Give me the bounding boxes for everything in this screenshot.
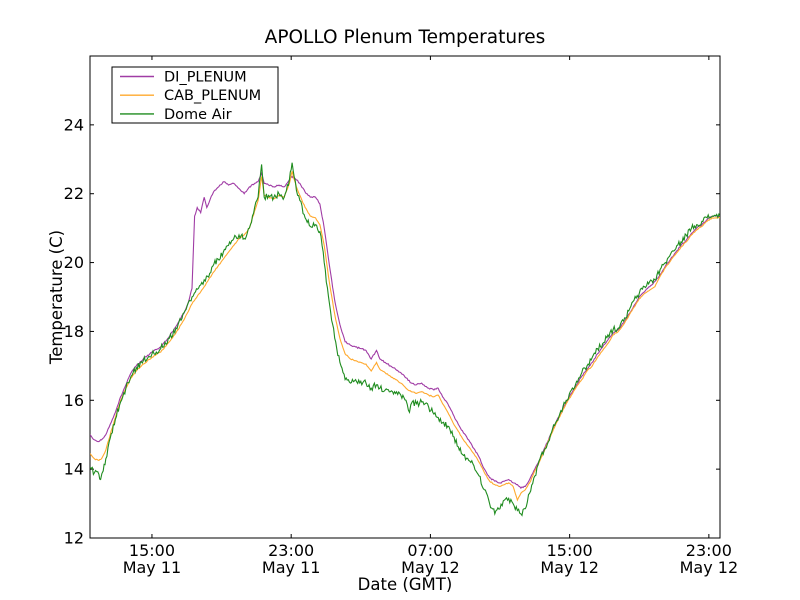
- x-tick-label-time: 15:00: [547, 541, 593, 560]
- x-tick-label-time: 15:00: [129, 541, 175, 560]
- plot-frame: [89, 55, 721, 539]
- y-tick-label: 20: [64, 253, 84, 272]
- y-tick-label: 16: [64, 391, 84, 410]
- series-line-cab-plenum: [90, 171, 720, 502]
- legend-label-1: DI_PLENUM: [164, 70, 247, 86]
- chart-title: APOLLO Plenum Temperatures: [265, 27, 546, 48]
- y-tick-label: 24: [64, 115, 84, 134]
- y-tick-label: 22: [64, 184, 84, 203]
- x-axis-label: Date (GMT): [358, 575, 453, 594]
- legend-label-3: Dome Air: [164, 107, 232, 123]
- legend-label-2: CAB_PLENUM: [164, 88, 261, 104]
- x-tick-label-date: May 12: [680, 558, 739, 577]
- x-tick-label-date: May 12: [401, 558, 460, 577]
- series-line-dome-air: [90, 162, 720, 517]
- y-tick-label: 18: [64, 322, 84, 341]
- y-tick-label: 12: [64, 529, 84, 548]
- x-tick-label-time: 23:00: [268, 541, 314, 560]
- x-tick-label-time: 07:00: [407, 541, 453, 560]
- x-tick-label-date: May 11: [123, 558, 182, 577]
- x-tick-label-date: May 12: [540, 558, 599, 577]
- x-tick-label-time: 23:00: [686, 541, 732, 560]
- y-axis-label: Temperature (C): [47, 230, 66, 365]
- y-tick-label: 14: [64, 460, 84, 479]
- x-tick-label-date: May 11: [262, 558, 321, 577]
